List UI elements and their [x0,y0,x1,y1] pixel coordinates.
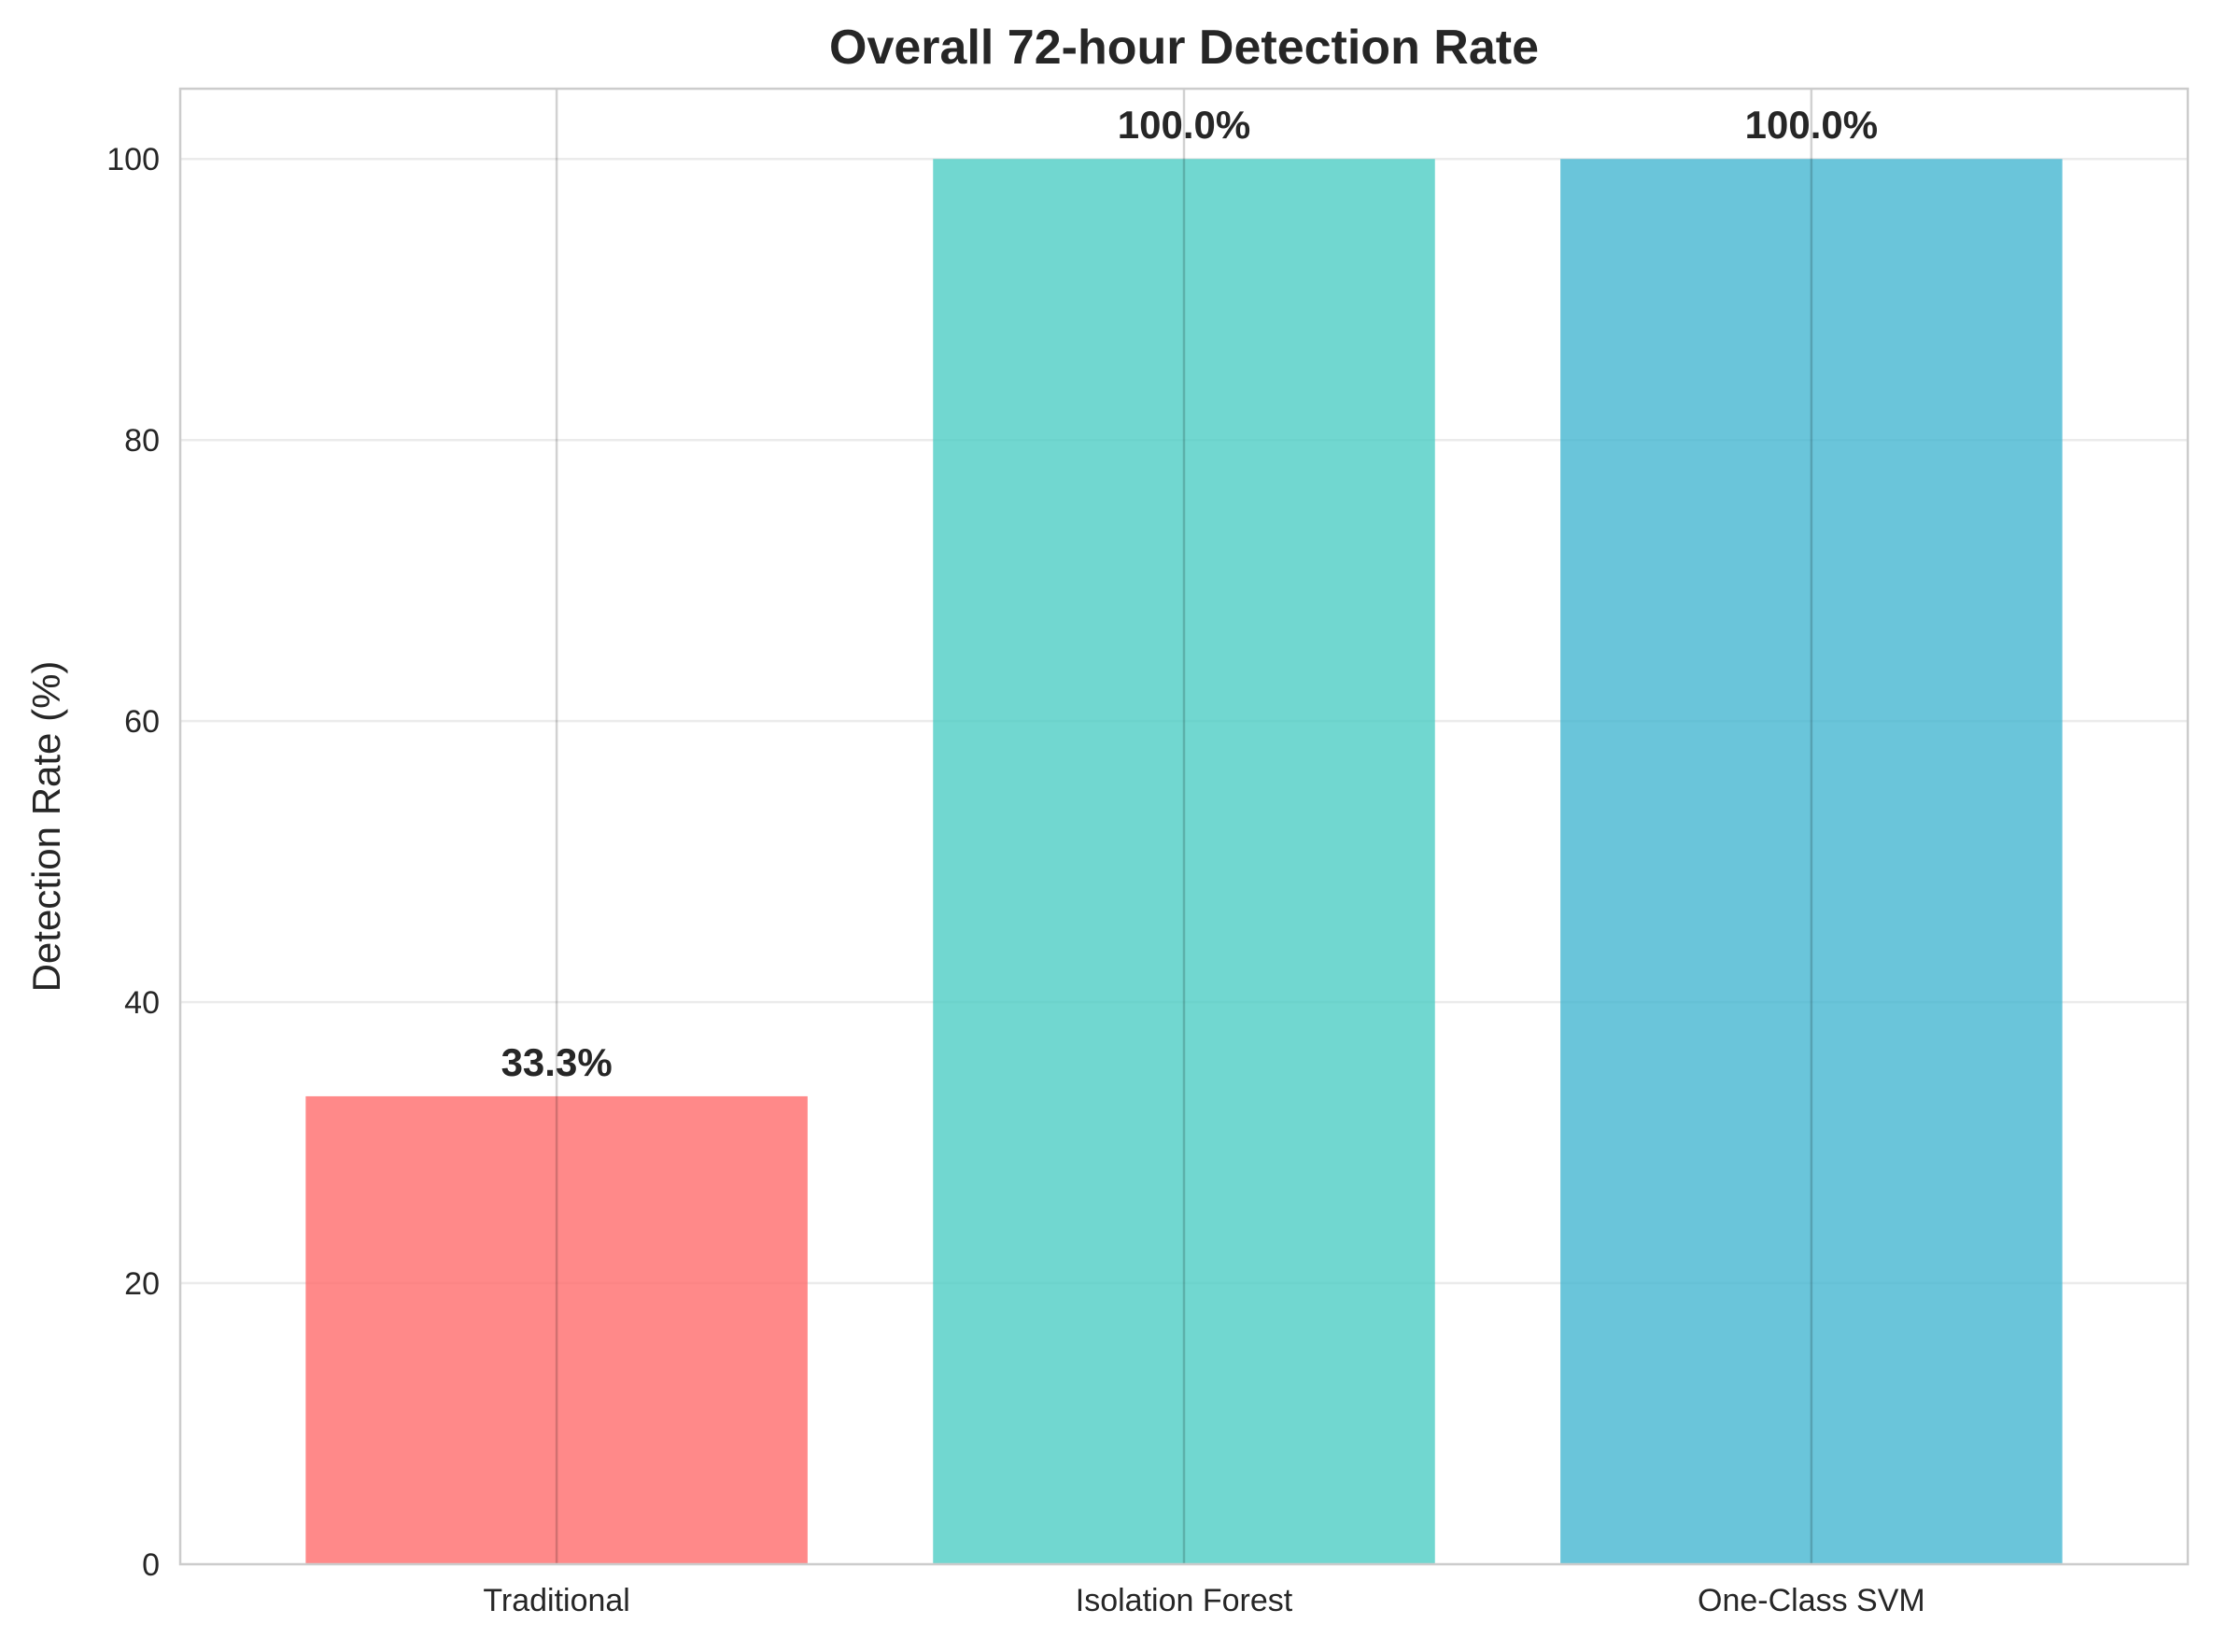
bar-traditional [305,1095,808,1564]
x-tick-labels: Traditional Isolation Forest One-Class SVM [483,1583,1924,1618]
x-gridlines [555,89,1813,1564]
y-tick-labels: 0 20 40 60 80 100 [106,142,160,1583]
y-tick-label: 20 [124,1266,160,1302]
bar-one-class-svm [1560,159,2063,1565]
y-tick-label: 40 [124,985,160,1021]
x-tick-label: Traditional [483,1583,629,1618]
y-tick-label: 60 [124,704,160,740]
value-labels: 33.3% 100.0% 100.0% [501,103,1879,1084]
y-tick-label: 80 [124,423,160,459]
y-tick-label: 0 [142,1547,160,1583]
x-tick-label: Isolation Forest [1076,1583,1293,1618]
data-label: 100.0% [1745,103,1878,147]
bar-isolation-forest [933,159,1435,1565]
plot-frame [178,87,2190,1566]
chart-title: Overall 72-hour Detection Rate [829,21,1539,75]
y-axis-label: Detection Rate (%) [24,661,68,993]
data-label: 33.3% [501,1040,613,1084]
data-label: 100.0% [1118,103,1250,147]
bars [305,159,2063,1565]
x-tick-label: One-Class SVM [1698,1583,1925,1618]
y-tick-label: 100 [106,142,160,177]
